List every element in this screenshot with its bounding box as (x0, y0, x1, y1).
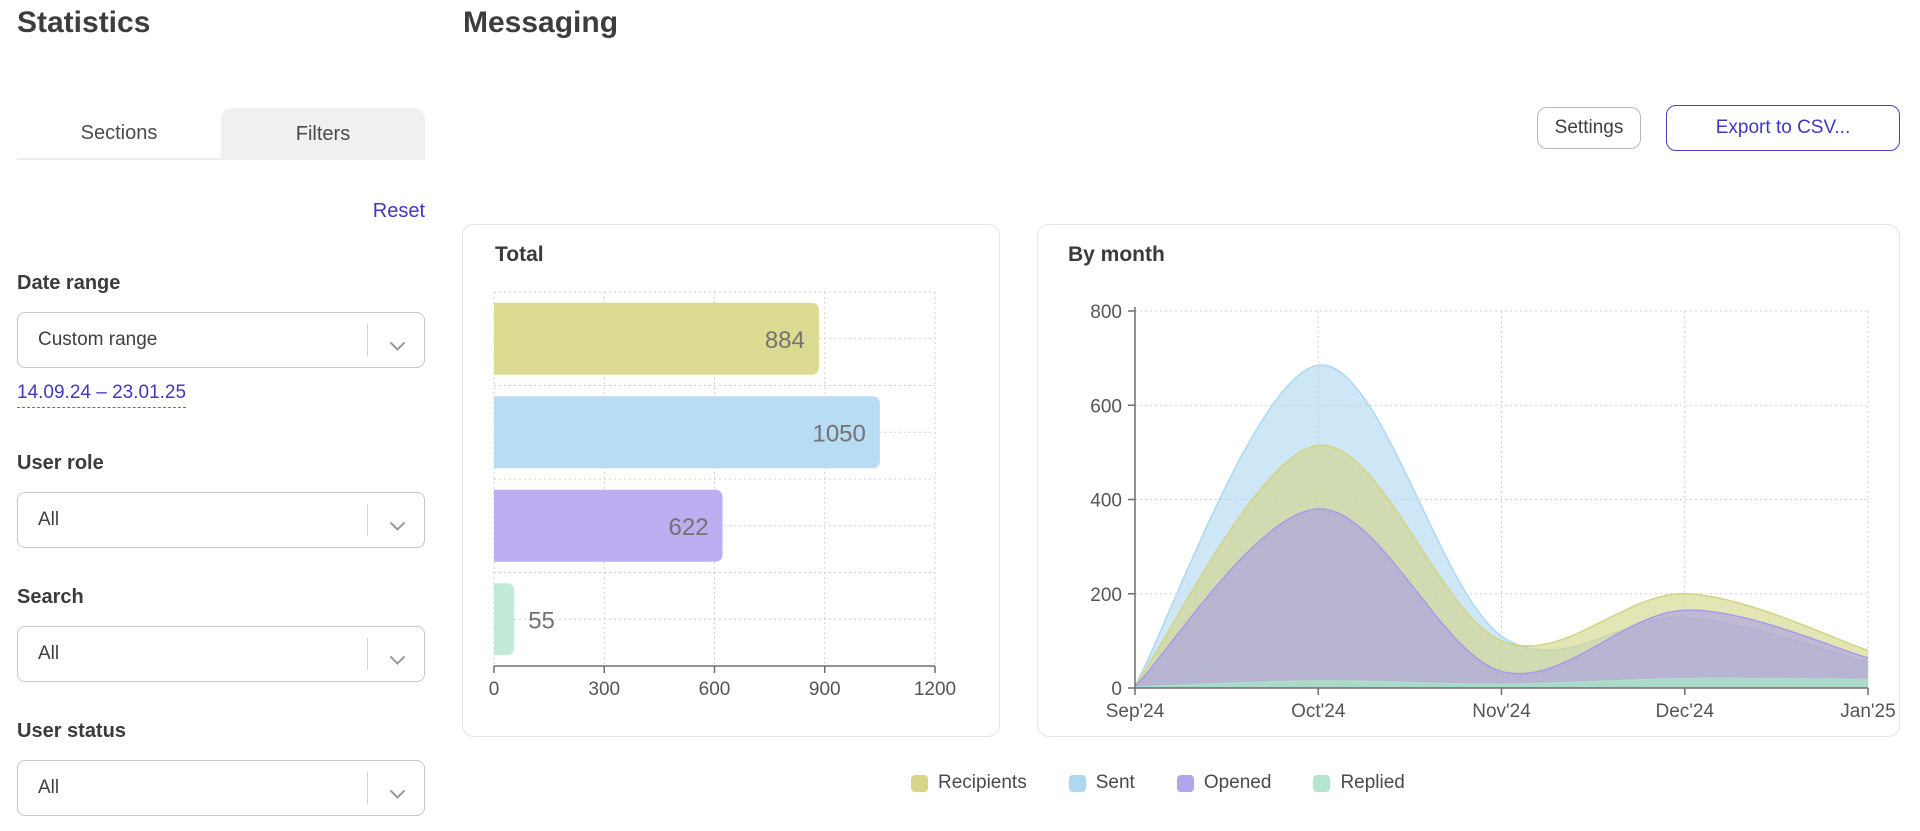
svg-text:1200: 1200 (914, 679, 956, 700)
by-month-chart-card: By month 0 200 400 600 800 Sep'24 Oct'24 Nov'24… (1037, 224, 1900, 737)
svg-text:0: 0 (489, 679, 500, 700)
select-divider (367, 772, 368, 804)
legend-label: Recipients (938, 772, 1027, 793)
svg-text:0: 0 (1111, 679, 1122, 700)
chevron-down-icon (389, 650, 406, 672)
chart-legend: Recipients Sent Opened Replied (911, 772, 1447, 794)
svg-text:600: 600 (1090, 396, 1122, 417)
tab-sections[interactable]: Sections (17, 108, 221, 160)
user-status-label: User status (17, 720, 126, 742)
total-bar-chart: 884 1050 622 55 0 300 600 900 1200 (489, 291, 956, 700)
search-select[interactable]: All (17, 626, 425, 682)
select-divider (367, 504, 368, 536)
chevron-down-icon (389, 784, 406, 806)
legend-swatch (1176, 774, 1194, 792)
reset-row: Reset (17, 200, 425, 223)
svg-text:Sep'24: Sep'24 (1106, 701, 1165, 722)
search-label: Search (17, 586, 84, 608)
select-divider (367, 324, 368, 356)
legend-item: Replied (1313, 772, 1405, 794)
reset-filters-link[interactable]: Reset (372, 200, 425, 222)
legend-swatch (911, 774, 928, 792)
chevron-down-icon (389, 336, 406, 358)
user-role-value: All (38, 509, 60, 530)
chevron-down-icon (389, 516, 406, 538)
legend-label: Sent (1095, 772, 1135, 793)
user-role-label: User role (17, 452, 104, 474)
svg-text:622: 622 (669, 514, 709, 541)
svg-text:200: 200 (1090, 585, 1122, 606)
legend-label: Opened (1203, 772, 1272, 793)
svg-text:55: 55 (528, 607, 555, 634)
total-chart-title: Total (495, 243, 544, 266)
svg-text:Dec'24: Dec'24 (1655, 701, 1714, 722)
svg-text:1050: 1050 (812, 420, 865, 447)
svg-text:Oct'24: Oct'24 (1291, 701, 1346, 722)
legend-label: Replied (1340, 772, 1405, 793)
report-title: Messaging (463, 6, 619, 39)
page-title: Statistics (17, 6, 151, 39)
svg-text:900: 900 (809, 679, 841, 700)
date-range-select[interactable]: Custom range (17, 312, 425, 368)
by-month-chart-title: By month (1068, 243, 1165, 266)
svg-text:800: 800 (1090, 302, 1122, 323)
user-status-select[interactable]: All (17, 760, 425, 816)
svg-text:Jan'25: Jan'25 (1840, 701, 1895, 722)
svg-text:884: 884 (765, 327, 805, 354)
legend-swatch (1313, 774, 1331, 792)
user-status-value: All (38, 777, 60, 798)
svg-text:600: 600 (699, 679, 731, 700)
total-chart-card: Total 884 1050 622 55 0 300 600 900 1200 (462, 224, 1000, 737)
legend-swatch (1068, 774, 1086, 792)
user-role-select[interactable]: All (17, 492, 425, 548)
select-divider (367, 638, 368, 670)
search-value: All (38, 643, 60, 664)
svg-text:300: 300 (588, 679, 620, 700)
legend-item: Sent (1068, 772, 1135, 794)
tab-filters[interactable]: Filters (221, 108, 425, 160)
legend-item: Opened (1176, 772, 1272, 794)
date-range-label: Date range (17, 272, 121, 294)
settings-button[interactable]: Settings (1537, 107, 1641, 149)
by-month-area-chart: 0 200 400 600 800 Sep'24 Oct'24 Nov'24 Dec'24 Jan… (1090, 302, 1895, 722)
date-range-link[interactable]: 14.09.24 – 23.01.25 (17, 382, 187, 408)
svg-text:Nov'24: Nov'24 (1472, 701, 1531, 722)
date-range-value: Custom range (38, 329, 158, 350)
export-csv-button[interactable]: Export to CSV... (1666, 105, 1900, 151)
svg-text:400: 400 (1090, 491, 1122, 512)
filter-tabs: Sections Filters (17, 108, 425, 160)
legend-item: Recipients (911, 772, 1027, 794)
